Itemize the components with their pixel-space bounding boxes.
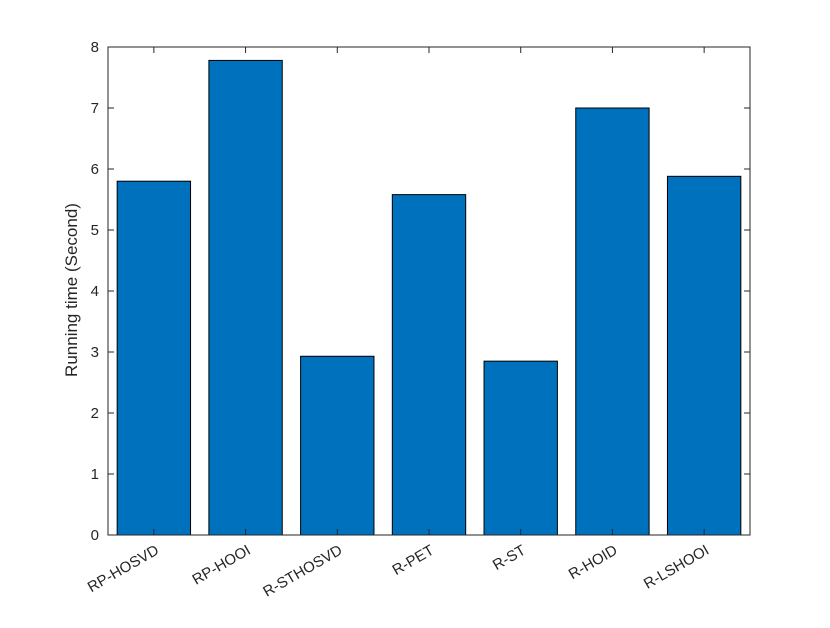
x-tick-label: RP-HOSVD <box>85 542 162 596</box>
x-tick-label: R-ST <box>490 542 529 574</box>
axes-layer <box>107 46 751 536</box>
y-tick-label: 3 <box>91 344 99 361</box>
y-tick-label: 5 <box>91 222 99 239</box>
y-tick-label: 6 <box>91 161 99 178</box>
x-tick-label: R-PET <box>390 542 437 579</box>
x-tick-label: R-LSHOOI <box>641 542 712 593</box>
bar-r-pet <box>391 194 467 536</box>
y-axis-label: Running time (Second) <box>62 203 81 377</box>
y-tick-label: 0 <box>91 527 99 544</box>
y-tick-label: 8 <box>91 39 99 56</box>
x-tick-label: R-HOID <box>566 542 621 583</box>
y-tick-label: 7 <box>91 100 99 117</box>
bar-rp-hosvd <box>116 180 192 536</box>
y-tick-label: 4 <box>91 283 99 300</box>
bar-rp-hooi <box>208 59 283 536</box>
bar-r-hoid <box>575 107 650 536</box>
x-tick-label: RP-HOOI <box>189 542 253 589</box>
bars-layer <box>116 59 742 536</box>
x-tick-label: R-STHOSVD <box>260 542 345 601</box>
bar-r-sthosvd <box>300 355 375 536</box>
y-tick-label: 1 <box>91 466 99 483</box>
y-tick-label: 2 <box>91 405 99 422</box>
bar-r-lshooi <box>666 175 742 536</box>
bar-r-st <box>483 360 558 536</box>
